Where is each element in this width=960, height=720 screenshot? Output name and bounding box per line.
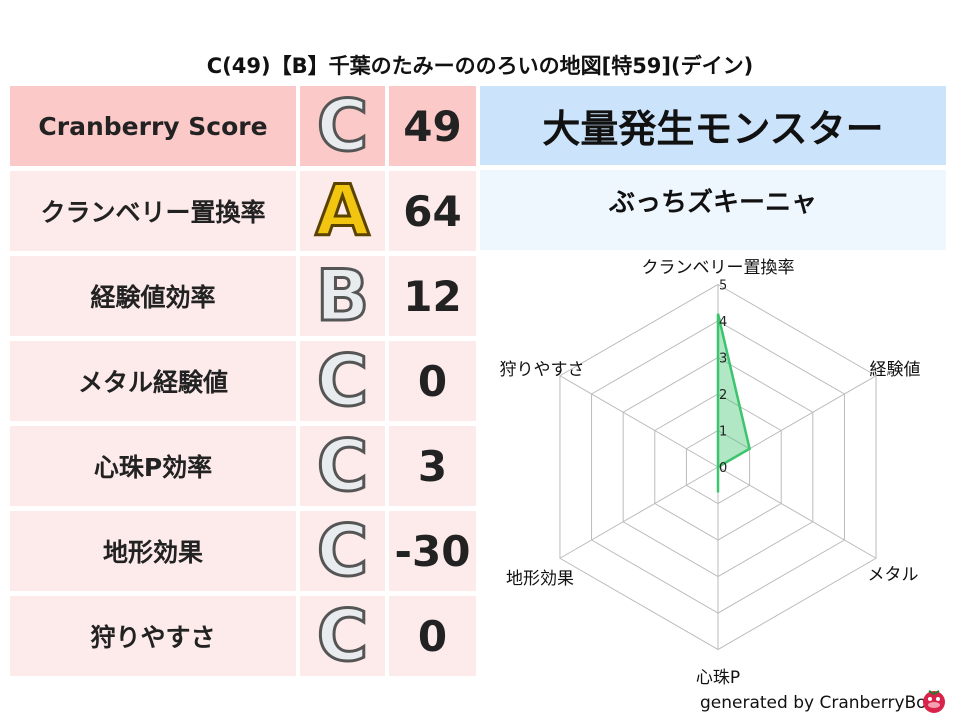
monster-header: 大量発生モンスター — [480, 86, 946, 165]
radar-axis-label: 経験値 — [870, 360, 921, 380]
grade-badge: C — [300, 424, 385, 509]
radar-tick-label: 0 — [719, 461, 727, 476]
page-title: C(49)【B】千葉のたみーののろいの地図[特59](デイン) — [206, 54, 754, 78]
row-label: 心珠P効率 — [10, 426, 296, 506]
row-value: 49 — [389, 86, 476, 166]
grade-badge: A — [300, 169, 385, 254]
radar-axis-label: 心珠P — [696, 668, 740, 688]
radar-tick-label: 3 — [719, 352, 727, 367]
cranberry-mascot-icon — [923, 690, 945, 713]
monster-name: ぶっちズキーニャ — [480, 170, 946, 250]
grade-badge: C — [300, 594, 385, 679]
radar-tick-label: 2 — [719, 388, 727, 403]
row-label: メタル経験値 — [10, 341, 296, 421]
radar-axis-label: クランベリー置換率 — [642, 258, 795, 278]
radar-series — [716, 313, 752, 493]
radar-tick-label: 1 — [719, 425, 727, 440]
radar-axis-label: 地形効果 — [506, 569, 574, 589]
radar-tick-label: 4 — [719, 315, 727, 330]
row-value: 64 — [389, 171, 476, 251]
grade-badge: C — [300, 84, 385, 169]
row-label: クランベリー置換率 — [10, 171, 296, 251]
grade-badge: C — [300, 339, 385, 424]
radar-tick-label: 5 — [719, 279, 727, 294]
row-label: 経験値効率 — [10, 256, 296, 336]
row-value: 0 — [389, 596, 476, 676]
row-label: 狩りやすさ — [10, 596, 296, 676]
row-value: 0 — [389, 341, 476, 421]
footer-text: generated by CranberryBot — [700, 693, 934, 713]
radar-spoke — [717, 466, 877, 559]
row-label: 地形効果 — [10, 511, 296, 591]
row-value: 12 — [389, 256, 476, 336]
radar-axis-label: 狩りやすさ — [500, 360, 585, 380]
radar-spoke — [559, 375, 719, 468]
radar-spoke — [559, 466, 719, 559]
grade-badge: C — [300, 509, 385, 594]
row-value: -30 — [389, 511, 476, 591]
grade-badge: B — [300, 254, 385, 339]
radar-axis-label: メタル — [868, 565, 919, 585]
row-value: 3 — [389, 426, 476, 506]
row-label: Cranberry Score — [10, 86, 296, 166]
